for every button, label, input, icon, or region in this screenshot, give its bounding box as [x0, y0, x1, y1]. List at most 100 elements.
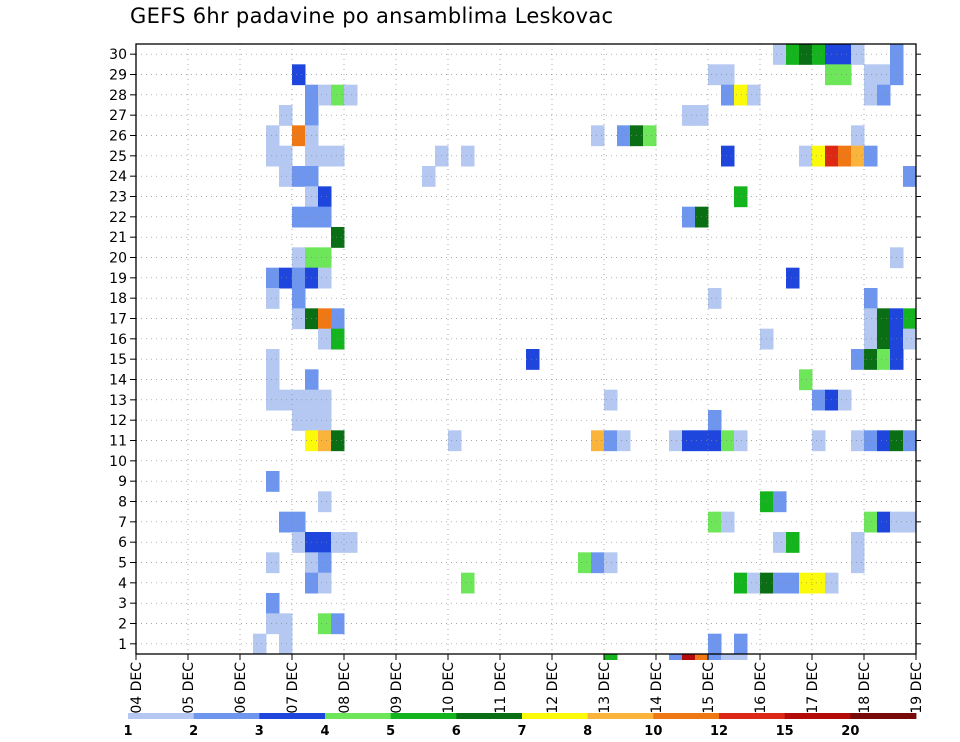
heatmap-cell	[266, 369, 280, 391]
heatmap-cell	[604, 654, 618, 660]
heatmap-cell	[786, 267, 800, 289]
heatmap-cell	[591, 125, 605, 147]
heatmap-cell	[734, 186, 748, 208]
colorbar-swatch	[522, 713, 589, 719]
heatmap-cell	[877, 308, 891, 330]
y-tick-label: 8	[118, 495, 127, 511]
heatmap-cell	[682, 430, 696, 452]
heatmap-cell	[877, 349, 891, 370]
heatmap-cell	[266, 389, 280, 411]
heatmap-cell	[266, 593, 280, 614]
y-tick-label: 13	[109, 393, 127, 409]
x-tick-label: 04 DEC	[129, 662, 145, 714]
colorbar-swatch	[784, 713, 851, 719]
heatmap-cell	[721, 64, 735, 86]
y-tick-label: 10	[109, 454, 127, 470]
y-tick-label: 5	[118, 556, 127, 572]
heatmap-cell	[318, 308, 332, 330]
heatmap-cell	[318, 186, 332, 208]
heatmap-cell	[877, 328, 891, 350]
heatmap-cell	[266, 471, 280, 492]
heatmap-cells	[253, 44, 917, 660]
y-tick-label: 7	[118, 515, 127, 531]
heatmap-cell	[851, 44, 865, 65]
heatmap-cell	[708, 633, 722, 655]
heatmap-cell	[903, 430, 917, 452]
y-tick-label: 25	[109, 149, 127, 165]
y-tick-label: 23	[109, 190, 127, 206]
y-tick-label: 26	[109, 129, 127, 145]
x-tick-label: 19 DEC	[909, 662, 925, 714]
heatmap-cell	[851, 552, 865, 574]
heatmap-cell	[318, 430, 332, 452]
colorbar-label: 20	[841, 724, 859, 739]
heatmap-cell	[877, 84, 891, 106]
colorbar-label: 15	[776, 724, 794, 739]
heatmap-cell	[292, 308, 306, 330]
x-tick-label: 05 DEC	[181, 662, 197, 714]
y-tick-label: 2	[118, 617, 127, 633]
heatmap-cell	[708, 410, 722, 431]
heatmap-cell	[318, 389, 332, 411]
heatmap-cell	[604, 552, 618, 574]
heatmap-cell	[734, 84, 748, 106]
y-axis-ticks: 1234567891011121314151617181920212223242…	[109, 47, 921, 653]
heatmap-cell	[279, 511, 293, 533]
heatmap-cell	[526, 349, 540, 370]
heatmap-cell	[448, 430, 462, 452]
heatmap-cell	[422, 166, 436, 187]
colorbar-label: 6	[452, 724, 461, 739]
colorbar-label: 2	[189, 724, 198, 739]
colorbar-swatch	[587, 713, 654, 719]
heatmap-cell	[643, 125, 657, 147]
y-tick-label: 1	[118, 637, 127, 653]
colorbar-swatch	[193, 713, 260, 719]
colorbar-swatch	[390, 713, 457, 719]
heatmap-cell	[708, 654, 722, 660]
y-tick-label: 22	[109, 210, 127, 226]
colorbar-legend: 1 2 3 4 5 6 7 8 10 12 15 20	[123, 713, 917, 739]
heatmap-cell	[331, 430, 345, 452]
heatmap-cell	[786, 44, 800, 65]
heatmap-cell	[838, 44, 852, 65]
x-tick-label: 16 DEC	[753, 662, 769, 714]
heatmap-cell	[279, 145, 293, 167]
heatmap-cell	[734, 654, 748, 660]
y-tick-label: 19	[109, 271, 127, 287]
heatmap-cell	[734, 572, 748, 594]
heatmap-cell	[617, 430, 631, 452]
heatmap-cell	[695, 654, 709, 660]
heatmap-cell	[318, 328, 332, 350]
heatmap-cell	[812, 389, 826, 411]
heatmap-cell	[344, 84, 358, 106]
heatmap-cell	[721, 145, 735, 167]
heatmap-cell	[708, 511, 722, 533]
heatmap-cell	[812, 572, 826, 594]
heatmap-cell	[266, 552, 280, 574]
colorbar-label: 12	[710, 724, 728, 739]
heatmap-cell	[838, 145, 852, 167]
heatmap-cell	[318, 247, 332, 269]
heatmap-cell	[682, 105, 696, 126]
heatmap-cell	[903, 308, 917, 330]
heatmap-cell	[279, 613, 293, 635]
grid-lines	[136, 44, 916, 654]
heatmap-cell	[578, 552, 592, 574]
y-tick-label: 28	[109, 88, 127, 104]
heatmap-cell	[864, 328, 878, 350]
heatmap-cell	[318, 145, 332, 167]
colorbar-label: 3	[255, 724, 264, 739]
heatmap-cell	[773, 491, 787, 513]
colorbar-swatch	[325, 713, 392, 719]
heatmap-cell	[344, 532, 358, 553]
heatmap-cell	[292, 247, 306, 269]
heatmap-cell	[266, 267, 280, 289]
heatmap-cell	[292, 389, 306, 411]
heatmap-cell	[903, 166, 917, 187]
heatmap-cell	[318, 572, 332, 594]
y-tick-label: 3	[118, 596, 127, 612]
heatmap-cell	[331, 613, 345, 635]
heatmap-cell	[331, 145, 345, 167]
heatmap-cell	[747, 84, 761, 106]
